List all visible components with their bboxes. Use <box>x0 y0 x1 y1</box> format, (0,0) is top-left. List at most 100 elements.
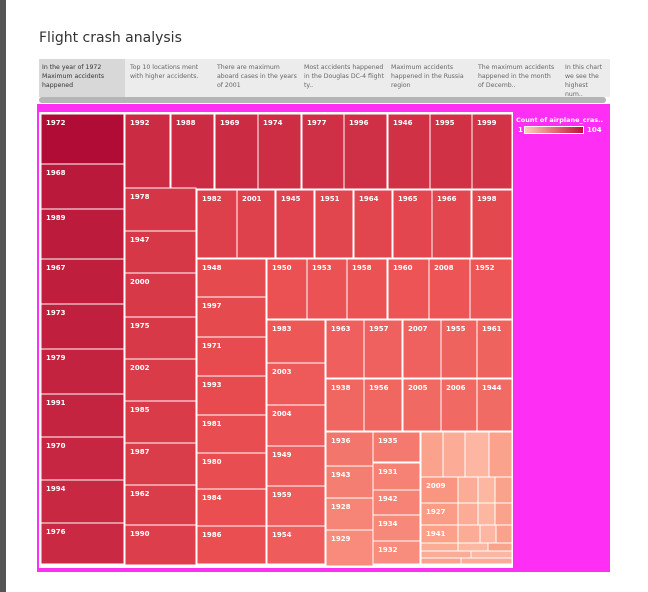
treemap-label-1950: 1950 <box>272 264 292 272</box>
treemap-cell-1986[interactable] <box>196 525 267 565</box>
treemap-cell-1998[interactable] <box>471 189 513 259</box>
treemap-cell-1987[interactable] <box>124 442 197 486</box>
treemap-cell-2000[interactable] <box>124 272 197 318</box>
treemap-cell-1977[interactable] <box>301 113 345 190</box>
treemap-cell-1988[interactable] <box>170 113 215 190</box>
treemap-cell-1979[interactable] <box>40 348 125 395</box>
treemap-cell-1978[interactable] <box>124 187 197 232</box>
treemap-cell-small[interactable] <box>477 476 496 504</box>
treemap-cell-1945[interactable] <box>275 189 315 259</box>
treemap-cell-small[interactable] <box>457 476 479 504</box>
treemap-cell-2005[interactable] <box>402 378 442 432</box>
treemap-cell-2002[interactable] <box>124 358 197 402</box>
treemap-cell-small[interactable] <box>457 524 481 544</box>
treemap-cell-1982[interactable] <box>196 189 238 259</box>
treemap-cell-small[interactable] <box>420 550 472 559</box>
treemap-cell-1972[interactable] <box>40 113 125 165</box>
story-tab-1[interactable]: In the year of 1972 Maximum accidents ha… <box>39 59 125 97</box>
treemap-cell-1964[interactable] <box>353 189 393 259</box>
treemap-cell-1971[interactable] <box>196 336 267 377</box>
treemap-cell-1969[interactable] <box>214 113 259 190</box>
treemap-cell-1985[interactable] <box>124 400 197 444</box>
treemap-cell-2008[interactable] <box>428 258 471 320</box>
story-tab-6[interactable]: The maximum accidents happened in the mo… <box>478 64 555 89</box>
treemap-cell-1960[interactable] <box>387 258 430 320</box>
treemap-cell-1999[interactable] <box>471 113 513 190</box>
story-tab-5[interactable]: Maximum accidents happened in the Russia… <box>391 64 464 89</box>
story-tab-4[interactable]: Most accidents happened in the Douglas D… <box>304 64 384 89</box>
treemap-cell-1991[interactable] <box>40 393 125 438</box>
treemap-cell-1963[interactable] <box>325 319 365 379</box>
treemap-label-1956: 1956 <box>369 384 389 392</box>
treemap-cell-1981[interactable] <box>196 414 267 454</box>
treemap-cell-1948[interactable] <box>196 258 267 298</box>
treemap-cell-small[interactable] <box>457 502 479 526</box>
treemap-label-2005: 2005 <box>408 384 428 392</box>
story-tab-2[interactable]: Top 10 locations ment with higher accide… <box>130 64 199 80</box>
treemap-cell-1953[interactable] <box>306 258 348 320</box>
treemap-cell-2007[interactable] <box>402 319 442 379</box>
treemap-cell-1989[interactable] <box>40 208 125 260</box>
treemap-cell-1949[interactable] <box>266 445 326 487</box>
treemap-cell-1995[interactable] <box>429 113 473 190</box>
treemap-cell-1965[interactable] <box>392 189 433 259</box>
treemap-cell-1951[interactable] <box>314 189 354 259</box>
treemap-cell-1942[interactable] <box>372 489 421 516</box>
treemap-cell-1996[interactable] <box>343 113 388 190</box>
treemap-cell-small[interactable] <box>457 542 489 552</box>
treemap-cell-small[interactable] <box>470 550 513 559</box>
treemap-cell-small[interactable] <box>464 431 490 478</box>
treemap-cell-small[interactable] <box>488 431 513 478</box>
treemap-cell-1984[interactable] <box>196 488 267 527</box>
treemap-cell-1983[interactable] <box>266 319 326 364</box>
tab-scrollbar[interactable] <box>39 97 606 103</box>
treemap-cell-1992[interactable] <box>124 113 171 190</box>
treemap-cell-1950[interactable] <box>266 258 308 320</box>
treemap-cell-1966[interactable] <box>431 189 472 259</box>
treemap-cell-1935[interactable] <box>372 431 421 463</box>
story-tab-3[interactable]: There are maximum aboard cases in the ye… <box>217 64 297 89</box>
treemap-cell-1975[interactable] <box>124 316 197 360</box>
treemap-cell-small[interactable] <box>420 557 462 565</box>
treemap-cell-1934[interactable] <box>372 514 421 542</box>
treemap-cell-1994[interactable] <box>40 479 125 524</box>
tab-scrollbar-thumb[interactable] <box>39 97 606 103</box>
treemap-label-2008: 2008 <box>434 264 454 272</box>
treemap-cell-2001[interactable] <box>236 189 276 259</box>
treemap-cell-small[interactable] <box>420 431 444 478</box>
treemap-cell-1943[interactable] <box>325 465 374 499</box>
treemap-cell-1946[interactable] <box>387 113 431 190</box>
treemap-cell-2009[interactable] <box>420 476 459 504</box>
treemap-cell-1944[interactable] <box>476 378 513 432</box>
treemap-cell-1973[interactable] <box>40 303 125 350</box>
treemap-cell-1957[interactable] <box>363 319 403 379</box>
treemap-cell-1938[interactable] <box>325 378 365 432</box>
treemap-cell-2006[interactable] <box>440 378 478 432</box>
treemap-cell-1929[interactable] <box>325 529 374 567</box>
treemap-cell-small[interactable] <box>494 476 513 504</box>
treemap-cell-small[interactable] <box>460 557 513 565</box>
treemap-cell-1974[interactable] <box>257 113 302 190</box>
treemap-cell-small[interactable] <box>420 542 459 552</box>
treemap-cell-1958[interactable] <box>346 258 388 320</box>
treemap-cell-1936[interactable] <box>325 431 374 467</box>
treemap-cell-1952[interactable] <box>469 258 513 320</box>
treemap-cell-1928[interactable] <box>325 497 374 531</box>
treemap-cell-small[interactable] <box>477 502 496 526</box>
treemap-cell-1990[interactable] <box>124 524 197 566</box>
treemap-cell-1956[interactable] <box>363 378 403 432</box>
treemap-cell-1947[interactable] <box>124 230 197 274</box>
treemap-cell-1976[interactable] <box>40 522 125 565</box>
treemap-cell-1932[interactable] <box>372 540 421 565</box>
treemap-cell-1993[interactable] <box>196 375 267 416</box>
treemap-cell-1961[interactable] <box>476 319 513 379</box>
story-tab-7[interactable]: In this chart we see the highest num.. <box>565 64 603 97</box>
treemap-cell-small[interactable] <box>494 502 513 526</box>
treemap-cell-small[interactable] <box>442 431 466 478</box>
treemap-cell-small[interactable] <box>479 524 497 544</box>
treemap-cell-small[interactable] <box>487 542 513 552</box>
treemap-cell-1954[interactable] <box>266 525 326 565</box>
treemap-cell-1980[interactable] <box>196 452 267 490</box>
treemap-cell-1997[interactable] <box>196 296 267 338</box>
treemap-cell-small[interactable] <box>495 524 513 544</box>
